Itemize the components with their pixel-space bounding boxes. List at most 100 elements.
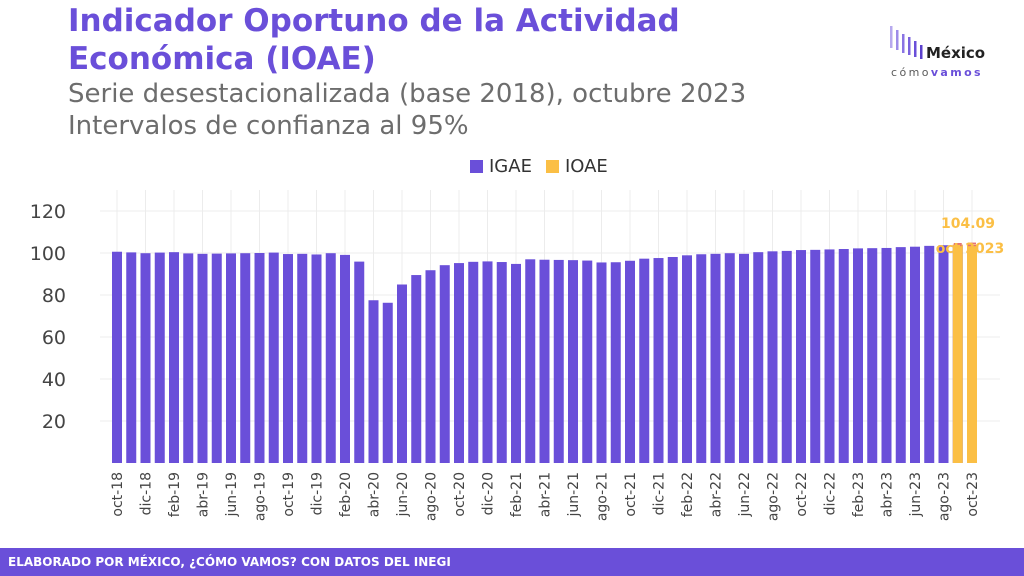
bar-igae [112, 251, 122, 463]
bar-igae [838, 249, 849, 463]
bar-igae [781, 250, 792, 463]
bar-igae [539, 259, 550, 463]
bar-igae [169, 252, 179, 463]
bar-igae [211, 253, 222, 463]
bar-ioae [967, 244, 977, 463]
bar-igae [511, 263, 521, 463]
logo-tagline: cómovamos [891, 66, 983, 79]
bar-igae [938, 245, 949, 463]
x-tick-label: oct-21 [623, 472, 639, 517]
logo-tagline-suffix: vamos [930, 66, 983, 79]
x-tick-label: jun-19 [224, 472, 240, 518]
legend-item-igae: IGAE [470, 156, 532, 177]
x-tick-label: ago-22 [766, 472, 782, 521]
legend-item-ioae: IOAE [545, 155, 608, 177]
bar-igae [311, 254, 322, 463]
legend-label-ioae: IOAE [564, 155, 608, 177]
bar-igae [454, 263, 464, 463]
y-tick-label: 80 [42, 285, 66, 307]
chart-legend: IGAE IOAE [470, 154, 622, 178]
x-tick-label: oct-18 [110, 472, 126, 517]
x-tick-label: feb-19 [167, 472, 183, 517]
bar-igae [439, 265, 450, 463]
bar-ioae [952, 244, 963, 463]
x-tick-label: abr-23 [880, 472, 896, 517]
bar-igae [283, 254, 293, 463]
bar-igae [325, 253, 336, 463]
x-tick-label: oct-19 [281, 472, 297, 517]
bar-igae [867, 248, 878, 463]
bar-igae [553, 259, 564, 463]
x-tick-label: abr-19 [196, 472, 212, 517]
mexico-como-vamos-logo: México cómovamos [888, 20, 1008, 90]
bar-igae [582, 260, 593, 463]
footer-credit: ELABORADO POR MÉXICO, ¿CÓMO VAMOS? CON D… [0, 548, 1024, 576]
chart-title: Indicador Oportuno de la Actividad Econó… [68, 3, 680, 77]
logo-wordmark: México [926, 44, 986, 62]
x-tick-label: abr-22 [709, 472, 725, 517]
x-tick-label: ago-20 [424, 472, 440, 521]
x-tick-label: abr-21 [538, 472, 554, 517]
y-tick-label: 100 [30, 243, 66, 265]
bar-igae [724, 253, 735, 463]
x-tick-label: dic-19 [310, 472, 326, 515]
bar-igae [496, 262, 507, 463]
bar-igae [482, 261, 493, 463]
bar-igae [853, 248, 863, 463]
bar-igae [183, 253, 194, 463]
bar-igae [639, 258, 650, 463]
y-tick-label: 20 [42, 411, 66, 433]
bar-igae [425, 270, 436, 463]
bar-igae [696, 254, 707, 463]
bar-chart: 20 40 60 80 100 120 104.09 oct 2023 oct-18 dic-18… [30, 190, 1004, 521]
bar-igae [297, 253, 308, 463]
bar-igae [895, 247, 906, 463]
bar-igae [924, 245, 935, 463]
y-tick-label: 120 [30, 201, 66, 223]
bar-igae [254, 253, 265, 463]
x-tick-label: feb-20 [338, 472, 354, 517]
x-tick-label: ago-23 [937, 472, 953, 521]
x-tick-label: jun-20 [395, 472, 411, 518]
bar-igae [268, 252, 279, 463]
y-tick-label: 60 [42, 327, 66, 349]
legend-label-igae: IGAE [489, 155, 532, 177]
bar-igae [468, 261, 479, 463]
bar-igae [568, 260, 578, 463]
annotation-label: oct 2023 [936, 241, 1004, 257]
bar-igae [354, 261, 365, 463]
bar-igae [810, 249, 821, 463]
bar-igae [667, 256, 678, 463]
bar-igae [653, 258, 664, 463]
logo-tagline-prefix: cómo [891, 66, 931, 79]
bar-igae [682, 255, 692, 463]
bar-igae [197, 253, 208, 463]
x-tick-label: feb-22 [680, 472, 696, 517]
x-tick-label: ago-19 [253, 472, 269, 521]
chart-subtitle: Serie desestacionalizada (base 2018), oc… [68, 78, 746, 142]
bar-igae [240, 253, 251, 463]
x-tick-label: dic-21 [652, 472, 668, 515]
bar-igae [625, 260, 635, 463]
bar-igae [368, 300, 379, 463]
bar-igae [910, 246, 920, 463]
legend-swatch-igae [470, 159, 483, 173]
logo-bars-icon [890, 26, 923, 59]
bar-igae [796, 250, 806, 463]
bar-igae [739, 253, 749, 463]
bar-igae [340, 254, 350, 463]
legend-swatch-ioae [545, 159, 559, 173]
x-tick-label: dic-18 [139, 472, 155, 515]
x-tick-label: jun-21 [566, 472, 582, 518]
bar-igae [710, 253, 721, 463]
subtitle-line-1: Serie desestacionalizada (base 2018), oc… [68, 79, 747, 109]
bar-igae [382, 302, 393, 463]
x-tick-label: jun-22 [737, 472, 753, 518]
bar-igae [397, 284, 407, 463]
bar-igae [824, 249, 835, 463]
x-tick-label: ago-21 [595, 472, 611, 521]
bar-igae [596, 262, 607, 463]
bar-igae [140, 253, 151, 463]
bar-igae [525, 259, 536, 463]
bar-igae [767, 251, 778, 463]
